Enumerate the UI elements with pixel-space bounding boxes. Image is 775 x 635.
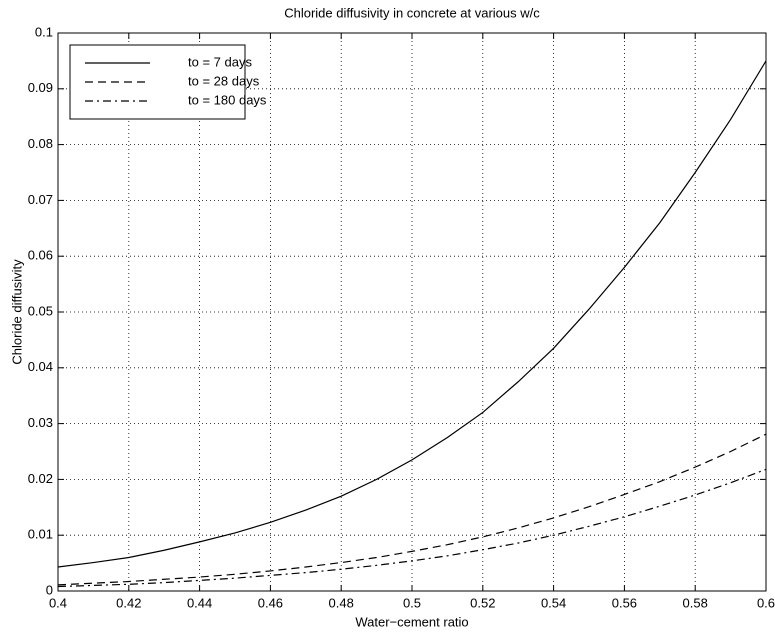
y-tick-label: 0.03 — [28, 415, 53, 430]
x-axis-label: Water−cement ratio — [355, 614, 468, 629]
y-tick-label: 0.1 — [35, 24, 53, 39]
y-tick-label: 0.04 — [28, 359, 53, 374]
legend-label: to = 180 days — [188, 92, 267, 107]
x-tick-label: 0.54 — [541, 595, 566, 610]
y-tick-label: 0.06 — [28, 248, 53, 263]
data-line — [57, 433, 767, 586]
x-tick-label: 0.48 — [329, 595, 354, 610]
y-tick-label: 0.02 — [28, 471, 53, 486]
y-tick-label: 0.05 — [28, 303, 53, 318]
x-tick-label: 0.4 — [49, 595, 67, 610]
plot-frame — [57, 32, 767, 592]
y-axis-label: Chloride diffusivity — [9, 259, 24, 365]
x-tick-label: 0.56 — [612, 595, 637, 610]
x-tick-label: 0.6 — [757, 595, 775, 610]
x-tick-label: 0.58 — [683, 595, 708, 610]
x-tick-label: 0.46 — [258, 595, 283, 610]
data-line — [57, 60, 767, 568]
x-tick-label: 0.52 — [470, 595, 495, 610]
legend-label: to = 7 days — [188, 54, 252, 69]
x-tick-label: 0.5 — [403, 595, 421, 610]
y-tick-label: 0.08 — [28, 136, 53, 151]
x-tick-label: 0.42 — [116, 595, 141, 610]
x-tick-label: 0.44 — [187, 595, 212, 610]
y-tick-label: 0.07 — [28, 192, 53, 207]
y-tick-label: 0 — [46, 582, 53, 597]
legend-label: to = 28 days — [188, 73, 260, 88]
data-line — [57, 468, 767, 588]
y-tick-label: 0.09 — [28, 80, 53, 95]
y-tick-label: 0.01 — [28, 527, 53, 542]
chart-title: Chloride diffusivity in concrete at vari… — [284, 5, 540, 20]
